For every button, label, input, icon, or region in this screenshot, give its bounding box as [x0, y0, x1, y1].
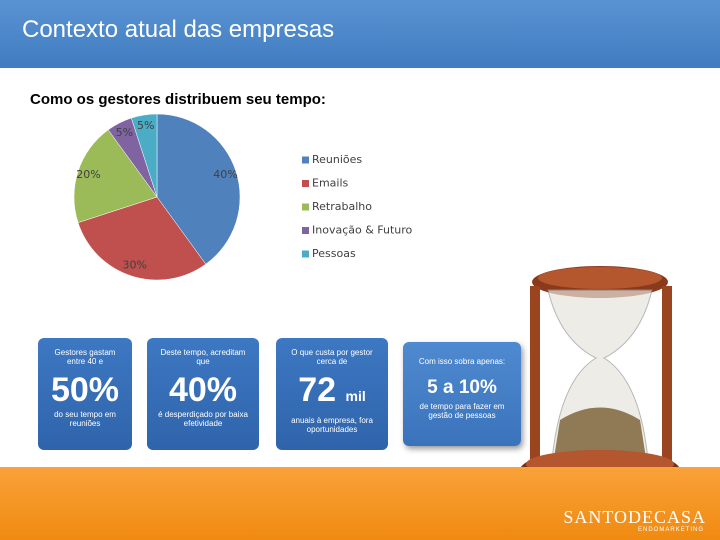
legend-label: Pessoas	[312, 247, 356, 260]
box-bottom: anuais à empresa, fora oportunidades	[291, 416, 373, 434]
box-top: Deste tempo, acreditam que	[160, 348, 246, 366]
data-label: 5%	[116, 126, 133, 139]
box-number: 72	[298, 371, 337, 409]
data-label: 5%	[137, 119, 154, 132]
legend-swatch	[302, 180, 309, 187]
legend-swatch	[302, 250, 309, 258]
legend-label: Inovação & Futuro	[312, 224, 413, 237]
header: Contexto atual das empresas	[0, 0, 720, 68]
pie-slice	[77, 196, 207, 281]
pie-slice	[156, 113, 241, 265]
legend-label: Emails	[312, 177, 349, 190]
info-box: Gestores gastam entre 40 e 50% do seu te…	[38, 338, 132, 450]
footer: SANTODECASA ENDOMARKETING	[0, 467, 720, 540]
data-label: 20%	[76, 168, 100, 181]
data-label: 40%	[213, 168, 237, 181]
pie-slice	[131, 113, 158, 198]
pie-slice	[73, 129, 158, 223]
box-value: 40%	[168, 371, 238, 409]
box-value: 50%	[50, 371, 120, 409]
info-box: Com isso sobra apenas: 5 a 10% de tempo …	[403, 342, 521, 446]
info-box: O que custa por gestor cerca de 72 mil a…	[276, 338, 388, 450]
hourglass	[520, 266, 680, 490]
box-top: Com isso sobra apenas:	[418, 356, 506, 366]
box-bottom: é desperdiçado por baixa efetividade	[158, 410, 248, 428]
legend-swatch	[302, 227, 309, 234]
legend-label: Retrabalho	[312, 200, 372, 213]
box-bottom: de tempo para fazer em gestão de pessoas	[419, 402, 505, 420]
box-top: Gestores gastam entre 40 e	[54, 348, 116, 366]
box-bottom: do seu tempo em reuniões	[54, 410, 116, 428]
box-value: 5 a 10%	[427, 377, 497, 398]
logo-subtitle: ENDOMARKETING	[637, 527, 704, 533]
info-box: Deste tempo, acreditam que 40% é desperd…	[147, 338, 259, 450]
data-label: 30%	[123, 258, 147, 271]
chart-title: Como os gestores distribuem seu tempo:	[30, 91, 326, 108]
box-unit: mil	[345, 388, 366, 404]
slide-title: Contexto atual das empresas	[22, 16, 335, 43]
legend-swatch	[302, 203, 309, 211]
box-top: O que custa por gestor cerca de	[291, 348, 373, 366]
logo: SANTODECASA	[563, 507, 706, 527]
box-value: 72 mil	[284, 370, 380, 416]
legend-swatch	[302, 156, 309, 164]
legend-label: Reuniões	[312, 153, 362, 166]
